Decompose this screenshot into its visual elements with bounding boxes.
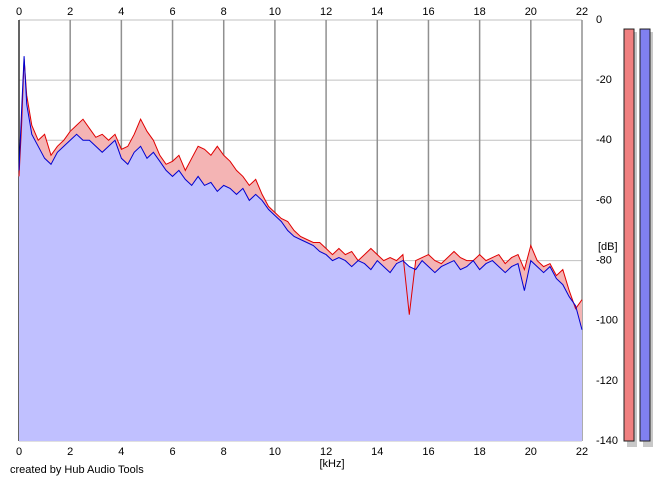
x-tick-label: 18	[474, 6, 486, 18]
y-axis-label: [dB]	[598, 241, 618, 253]
y-tick-label: 0	[596, 14, 602, 26]
x-axis-label: [kHz]	[319, 458, 344, 470]
x-tick-label: 6	[169, 6, 175, 18]
y-tick-label: -100	[596, 315, 618, 327]
x-tick-label: 12	[320, 446, 332, 458]
x-tick-label: 4	[118, 6, 124, 18]
spectrum-area	[19, 56, 582, 441]
x-tick-label: 0	[16, 6, 22, 18]
x-tick-label: 4	[118, 446, 124, 458]
x-tick-label: 14	[371, 6, 383, 18]
y-tick-label: -40	[596, 134, 612, 146]
spectrum-line	[18, 59, 583, 315]
x-tick-label: 20	[525, 6, 537, 18]
x-tick-label: 0	[16, 446, 22, 458]
y-tick-label: -120	[596, 375, 618, 387]
level-meter	[639, 28, 651, 442]
x-tick-label: 8	[221, 6, 227, 18]
x-tick-label: 12	[320, 6, 332, 18]
x-tick-label: 2	[67, 6, 73, 18]
x-tick-label: 16	[422, 446, 434, 458]
x-tick-label: 18	[474, 446, 486, 458]
y-tick-label: -140	[596, 435, 618, 447]
credit: created by Hub Audio Tools	[10, 464, 144, 476]
y-tick-label: -60	[596, 194, 612, 206]
x-tick-label: 6	[169, 446, 175, 458]
x-tick-label: 14	[371, 446, 383, 458]
y-tick-label: -80	[596, 254, 612, 266]
lines	[18, 56, 583, 330]
x-tick-label: 22	[576, 446, 588, 458]
x-tick-label: 2	[67, 446, 73, 458]
x-tick-label: 20	[525, 446, 537, 458]
x-tick-label: 10	[269, 446, 281, 458]
x-tick-label: 10	[269, 6, 281, 18]
labels: 0-20-40-60-80-100-120-140002244668810101…	[16, 6, 618, 458]
spectrum-line	[18, 56, 583, 330]
x-tick-label: 22	[576, 6, 588, 18]
level-meter	[623, 28, 635, 442]
x-tick-label: 8	[221, 446, 227, 458]
x-tick-label: 16	[422, 6, 434, 18]
areas	[19, 56, 582, 441]
y-tick-label: -20	[596, 74, 612, 86]
